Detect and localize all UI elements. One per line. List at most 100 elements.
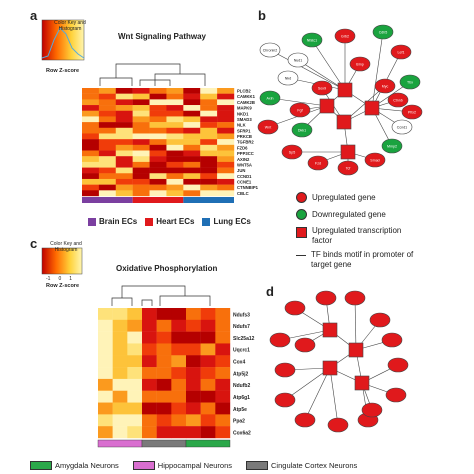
heatmap-cell xyxy=(166,156,184,163)
legend-a: Brain ECs Heart ECs Lung ECs xyxy=(88,217,251,226)
heatmap-cell xyxy=(166,144,184,151)
scale-ticks-c: -1 0 1 xyxy=(46,276,72,282)
heatmap-cell xyxy=(166,127,184,134)
heatmap-cell xyxy=(115,88,133,94)
network-edge xyxy=(284,367,331,401)
heatmap-cell xyxy=(217,99,235,106)
node-label: Sox9 xyxy=(318,87,326,91)
heatmap-cell xyxy=(215,414,231,427)
heatmap-cell xyxy=(132,88,150,94)
heatmap-cell xyxy=(132,99,150,106)
heatmap-cell xyxy=(82,99,100,106)
heatmap-cell xyxy=(200,93,218,100)
node-label: Wnt xyxy=(265,126,271,130)
heatmap-cell xyxy=(217,105,235,111)
heatmap-cell xyxy=(215,308,231,321)
bottom-legend: Amygdala Neurons Hippocampal Neurons Cin… xyxy=(30,461,357,470)
heatmap-cell xyxy=(171,402,187,415)
heatmap-cell xyxy=(82,116,100,123)
heatmap-cell xyxy=(200,308,216,321)
heatmap-cell xyxy=(166,190,184,197)
node-label: Cdh5 xyxy=(379,31,388,35)
heatmap-cell xyxy=(142,331,157,344)
heatmap-cell xyxy=(127,426,143,439)
node-label: Nkd xyxy=(285,77,291,81)
heatmap-cell xyxy=(149,173,167,180)
heatmap-cell xyxy=(98,190,116,197)
node-label: Myc xyxy=(382,85,389,89)
group-bar-segment xyxy=(97,439,143,448)
heatmap-cell xyxy=(217,150,235,157)
zscore-label-c: Row Z-score xyxy=(46,283,80,289)
gene-label: PRKCB xyxy=(237,134,252,139)
legend-b-upregulated: Upregulated gene xyxy=(296,192,446,203)
heatmap-cell xyxy=(217,144,235,151)
heatmap-cell xyxy=(98,173,116,180)
heatmap-cell xyxy=(171,367,187,380)
heatmap-cell xyxy=(149,105,167,111)
heatmap-cell xyxy=(98,116,116,123)
heatmap-cell xyxy=(200,184,218,191)
gene-label: NLK xyxy=(237,123,246,128)
heatmap-cell xyxy=(183,93,201,100)
heatmap-cell xyxy=(98,402,113,415)
upregulated-gene-node xyxy=(284,300,306,316)
heatmap-cell xyxy=(112,402,128,415)
heatmap-cell xyxy=(156,367,172,380)
heatmap-cell xyxy=(217,110,235,117)
upregulated-gene-node xyxy=(364,152,386,168)
upregulated-gene-node xyxy=(277,70,299,86)
network-edge xyxy=(329,367,339,426)
heatmap-cell xyxy=(156,355,172,368)
heatmap-cell xyxy=(82,88,100,94)
heatmap-cell xyxy=(115,127,133,134)
heatmap-cell xyxy=(127,390,143,403)
heatmap-cell xyxy=(132,110,150,117)
gene-label: CTNNBIP1 xyxy=(237,185,259,190)
node-label: Sp5 xyxy=(289,151,295,155)
upregulated-gene-node xyxy=(369,312,391,328)
heatmap-cell xyxy=(132,144,150,151)
heatmap-cell xyxy=(200,139,218,146)
transcription-factor-node xyxy=(364,100,380,116)
heatmap-cell xyxy=(149,88,167,94)
heatmap-cell xyxy=(82,161,100,168)
upregulated-gene-node xyxy=(391,119,413,135)
transcription-factor-node xyxy=(336,114,352,130)
heatmap-cell xyxy=(98,184,116,191)
heatmap-cell xyxy=(132,122,150,128)
gene-label: Cox6a2 xyxy=(233,430,251,436)
network-d-nodes xyxy=(269,290,409,433)
heatmap-cell xyxy=(112,378,128,391)
upregulated-gene-node xyxy=(387,357,409,373)
upregulated-gene-node xyxy=(307,155,329,171)
heatmap-cell xyxy=(115,144,133,151)
legend-b-motif: TF binds motif in promoter of target gen… xyxy=(296,250,446,270)
heatmap-cell xyxy=(149,161,167,168)
node-label: Chronin2 xyxy=(263,49,278,53)
heatmap-cell xyxy=(186,343,201,356)
heatmap-cell xyxy=(142,426,157,439)
bottom-legend-hippocampal: Hippocampal Neurons xyxy=(132,461,232,470)
network-edge xyxy=(297,59,346,91)
heatmap-cell xyxy=(200,402,216,415)
gene-label: Ndufs7 xyxy=(233,324,250,330)
node-label: Axin xyxy=(267,97,274,101)
group-bar-segment xyxy=(141,439,187,448)
node-label: Dkk1 xyxy=(298,129,306,133)
heatmap-cell xyxy=(98,110,116,117)
heatmap-cell xyxy=(98,331,113,344)
heatmap-cell xyxy=(186,426,201,439)
heatmap-cell xyxy=(200,190,218,197)
dendrogram-c xyxy=(111,285,211,306)
heatmap-cell xyxy=(132,167,150,174)
heatmap-cell xyxy=(127,402,143,415)
heatmap-cell xyxy=(156,308,172,321)
heatmap-cell xyxy=(132,93,150,100)
upregulated-gene-node xyxy=(294,412,316,428)
heatmap-cell xyxy=(98,178,116,185)
heatmap-cell xyxy=(200,144,218,151)
heatmap-cell xyxy=(200,331,216,344)
heatmap-cell xyxy=(132,139,150,146)
heatmap-cell xyxy=(149,110,167,117)
